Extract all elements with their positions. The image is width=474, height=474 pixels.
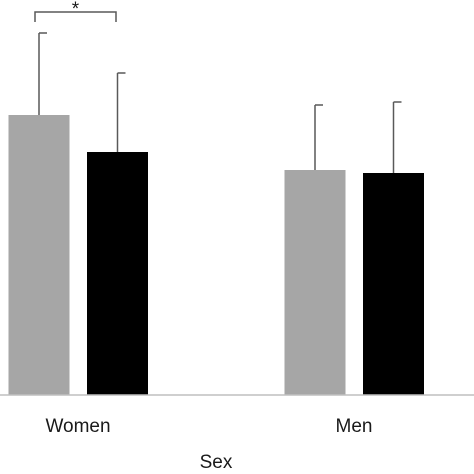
significance-bracket	[34, 11, 117, 22]
x-tick-label: Men	[336, 416, 373, 437]
bar	[8, 115, 70, 395]
x-axis-label: Sex	[200, 452, 233, 473]
annotation: *	[72, 0, 80, 20]
bar	[284, 170, 346, 395]
bar	[87, 152, 148, 395]
x-tick-label: Women	[45, 416, 110, 437]
bar	[363, 173, 424, 395]
